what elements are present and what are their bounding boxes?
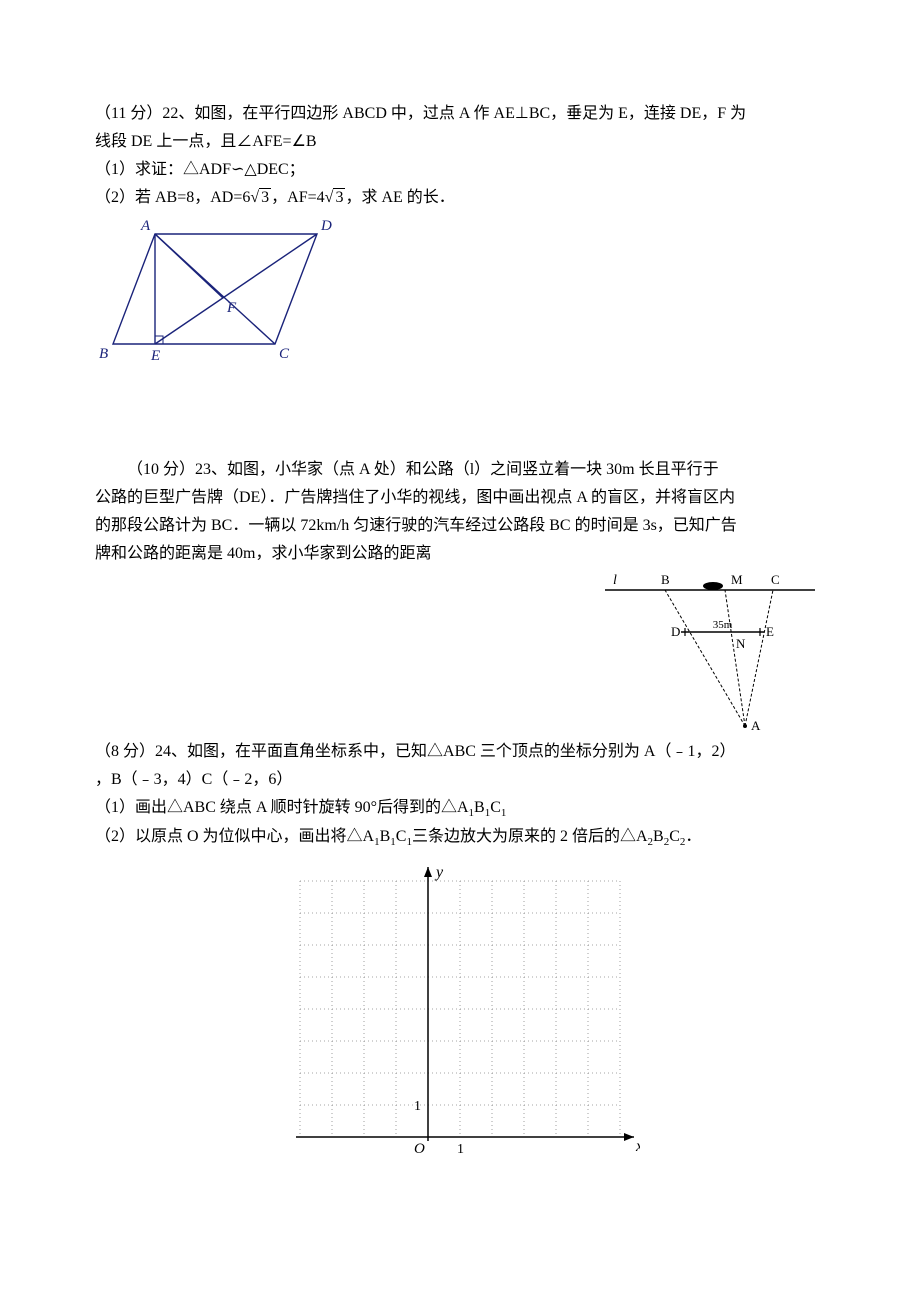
q22-part1: （1）求证：△ADF∽△DEC； [95, 156, 825, 184]
q22-part2-mid: ，AF=4 [271, 189, 324, 206]
q24-stem-line1: （8 分）24、如图，在平面直角坐标系中，已知△ABC 三个顶点的坐标分别为 A… [95, 738, 825, 766]
svg-text:C: C [771, 572, 780, 587]
svg-text:D: D [671, 624, 680, 639]
q23-stem1: 如图，小华家（点 A 处）和公路（l）之间竖立着一块 30m 长且平行于 [227, 461, 719, 478]
svg-text:M: M [731, 572, 743, 587]
svg-text:x: x [635, 1138, 640, 1155]
svg-text:1: 1 [457, 1142, 464, 1157]
svg-text:N: N [736, 636, 746, 651]
q22-stem1: 如图，在平行四边形 ABCD 中，过点 A 作 AE⊥BC，垂足为 E，连接 D… [194, 105, 746, 122]
q24-part1: （1）画出△ABC 绕点 A 顺时针旋转 90°后得到的△A1B1C1 [95, 794, 825, 823]
svg-text:D: D [320, 218, 332, 234]
svg-text:l: l [613, 573, 617, 588]
q23-stem-line2: 公路的巨型广告牌（DE）．广告牌挡住了小华的视线，图中画出视点 A 的盲区，并将… [95, 484, 825, 512]
svg-text:35m: 35m [713, 619, 733, 631]
svg-text:F: F [226, 300, 237, 316]
q23-points: （10 分）23、 [127, 461, 227, 478]
svg-text:C: C [279, 346, 290, 362]
q22-points: （11 分）22、 [95, 105, 194, 122]
svg-text:E: E [150, 348, 160, 364]
svg-text:1: 1 [414, 1099, 421, 1114]
q22-part2-post: ，求 AE 的长． [345, 189, 454, 206]
q24-figure: y x O 1 1 [280, 861, 640, 1171]
svg-text:y: y [434, 864, 444, 881]
q22-stem-line1: （11 分）22、如图，在平行四边形 ABCD 中，过点 A 作 AE⊥BC，垂… [95, 100, 825, 128]
q23-figure: l B M C D E N A 35m [595, 568, 825, 738]
svg-text:O: O [414, 1141, 425, 1157]
q23-stem-line1: （10 分）23、如图，小华家（点 A 处）和公路（l）之间竖立着一块 30m … [95, 456, 825, 484]
q23-stem-line3: 的那段公路计为 BC．一辆以 72km/h 匀速行驶的汽车经过公路段 BC 的时… [95, 512, 825, 540]
q24-stem1: 如图，在平面直角坐标系中，已知△ABC 三个顶点的坐标分别为 A（﹣1，2） [187, 743, 735, 760]
q24-p1-pre: （1）画出△ABC 绕点 A 顺时针旋转 90°后得到的△A [95, 799, 469, 816]
q24-points: （8 分）24、 [95, 743, 187, 760]
q24-part2: （2）以原点 O 为位似中心，画出将△A1B1C1三条边放大为原来的 2 倍后的… [95, 823, 825, 852]
sqrt-icon: √3 [250, 184, 271, 212]
sqrt-icon: √3 [325, 184, 346, 212]
q22-stem-line2: 线段 DE 上一点，且∠AFE=∠B [95, 128, 825, 156]
q23-stem-line4: 牌和公路的距离是 40m，求小华家到公路的距离 [95, 540, 825, 568]
svg-text:A: A [140, 218, 151, 234]
q24-stem-line2: ，B（﹣3，4）C（﹣2，6） [95, 766, 825, 794]
svg-text:B: B [661, 572, 670, 587]
svg-text:B: B [99, 346, 108, 362]
q22-part2-pre: （2）若 AB=8，AD=6 [95, 189, 250, 206]
svg-text:A: A [751, 718, 761, 733]
q22-figure: A D B C E F [95, 212, 335, 366]
q24-p2-pre: （2）以原点 O 为位似中心，画出将△A [95, 828, 374, 845]
q22-part2: （2）若 AB=8，AD=6√3，AF=4√3，求 AE 的长． [95, 184, 825, 212]
svg-text:E: E [766, 624, 774, 639]
